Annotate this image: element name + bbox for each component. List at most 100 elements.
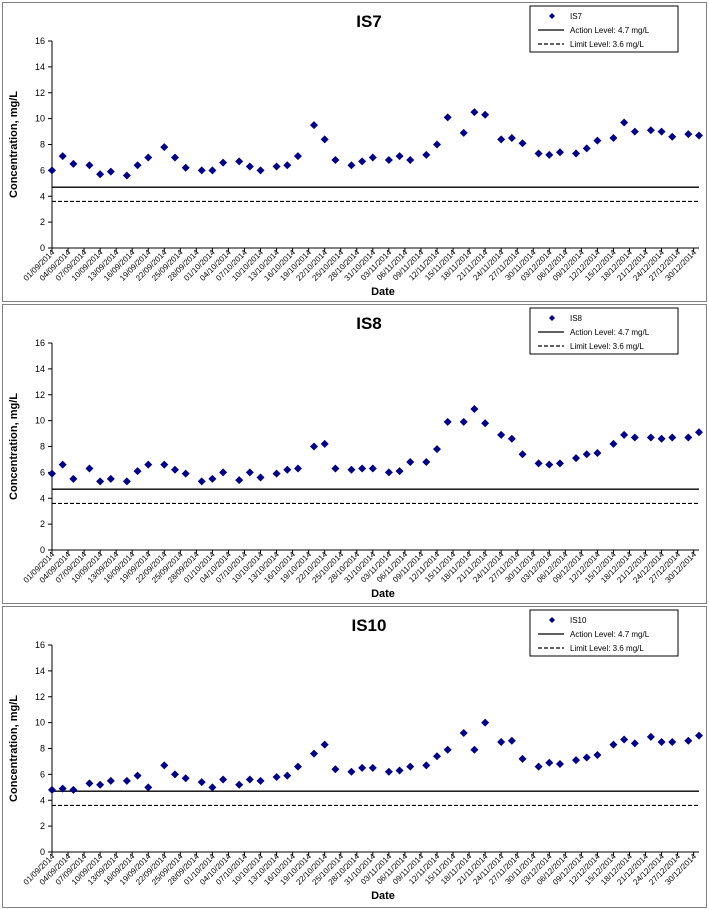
legend-marker — [549, 315, 555, 321]
y-axis-label: Concentration, mg/L — [8, 695, 20, 802]
data-point — [507, 134, 516, 143]
y-tick-label: 6 — [40, 467, 45, 477]
data-point — [133, 467, 142, 476]
data-point — [85, 464, 94, 473]
data-point — [235, 476, 244, 485]
data-point — [85, 161, 94, 170]
data-point — [384, 767, 393, 776]
data-point — [406, 156, 415, 165]
y-tick-label: 16 — [35, 640, 45, 650]
data-point — [518, 139, 527, 148]
data-point — [358, 157, 367, 166]
y-tick-label: 8 — [40, 442, 45, 452]
data-point — [368, 763, 377, 772]
data-point — [106, 167, 115, 176]
chart-title: IS8 — [356, 314, 382, 333]
data-point — [293, 152, 302, 161]
data-point — [609, 134, 618, 143]
data-point — [133, 771, 142, 780]
data-point — [630, 433, 639, 442]
data-point — [459, 728, 468, 737]
data-point — [620, 430, 629, 439]
data-point — [96, 477, 105, 486]
data-point — [507, 434, 516, 443]
data-point — [422, 150, 431, 159]
data-point — [256, 473, 265, 482]
data-point — [96, 170, 105, 179]
data-point — [197, 778, 206, 787]
data-point — [518, 450, 527, 459]
data-point — [48, 166, 56, 175]
x-axis-label: Date — [371, 588, 395, 600]
data-point — [235, 157, 244, 166]
data-point — [518, 754, 527, 763]
chart-panel-is10: IS10 Concentration, mg/L 0 2 4 6 8 10 12 14 16 01/0… — [2, 606, 707, 908]
y-tick-label: 6 — [40, 165, 45, 175]
data-point — [106, 776, 115, 785]
y-tick-label: 14 — [35, 364, 45, 374]
data-point — [582, 144, 591, 153]
data-point — [272, 469, 281, 478]
data-point — [283, 161, 292, 170]
y-tick-label: 12 — [35, 692, 45, 702]
data-point — [481, 419, 490, 428]
data-point — [545, 460, 554, 469]
data-point — [384, 468, 393, 477]
data-point — [219, 158, 228, 167]
legend-limit-label: Limit Level: 3.6 mg/L — [570, 40, 644, 49]
data-point — [630, 739, 639, 748]
data-point — [368, 464, 377, 473]
legend-box — [529, 609, 679, 657]
data-point — [197, 166, 206, 175]
data-point — [593, 448, 602, 457]
data-point — [320, 439, 329, 448]
legend-limit-label: Limit Level: 3.6 mg/L — [570, 644, 644, 653]
data-point — [69, 785, 78, 794]
data-point — [69, 159, 78, 168]
data-point — [160, 143, 169, 152]
data-point — [358, 763, 367, 772]
y-tick-label: 0 — [40, 545, 45, 555]
data-point — [170, 465, 179, 474]
data-point — [58, 784, 67, 793]
data-point — [593, 136, 602, 145]
data-point — [368, 153, 377, 162]
chart-title: IS7 — [356, 12, 382, 31]
data-point — [406, 762, 415, 771]
data-point — [545, 150, 554, 159]
data-point — [310, 121, 319, 130]
data-point — [293, 464, 302, 473]
data-point — [122, 171, 131, 180]
data-point — [459, 417, 468, 426]
legend-marker — [549, 617, 555, 623]
data-point — [235, 780, 244, 789]
data-point — [144, 783, 153, 792]
data-point — [219, 468, 228, 477]
data-point — [272, 162, 281, 171]
chart-panel-is7: IS7 Concentration, mg/L 0 2 4 6 8 10 12 14 16 01/09… — [2, 2, 707, 302]
data-point — [96, 780, 105, 789]
data-point — [85, 779, 94, 788]
data-point — [572, 149, 581, 158]
y-tick-label: 10 — [35, 416, 45, 426]
data-point — [684, 130, 693, 139]
data-point — [395, 152, 404, 161]
y-tick-label: 14 — [35, 666, 45, 676]
data-point — [555, 148, 564, 157]
data-point — [406, 458, 415, 467]
data-point — [48, 785, 56, 794]
y-tick-label: 10 — [35, 114, 45, 124]
legend-limit-label: Limit Level: 3.6 mg/L — [570, 342, 644, 351]
data-point — [507, 736, 516, 745]
data-point — [497, 430, 506, 439]
data-point — [358, 464, 367, 473]
data-point — [609, 439, 618, 448]
y-tick-label: 4 — [40, 493, 45, 503]
data-point — [293, 762, 302, 771]
data-point — [459, 128, 468, 137]
data-point — [593, 750, 602, 759]
data-point — [320, 740, 329, 749]
legend-series-label: IS8 — [570, 314, 583, 323]
